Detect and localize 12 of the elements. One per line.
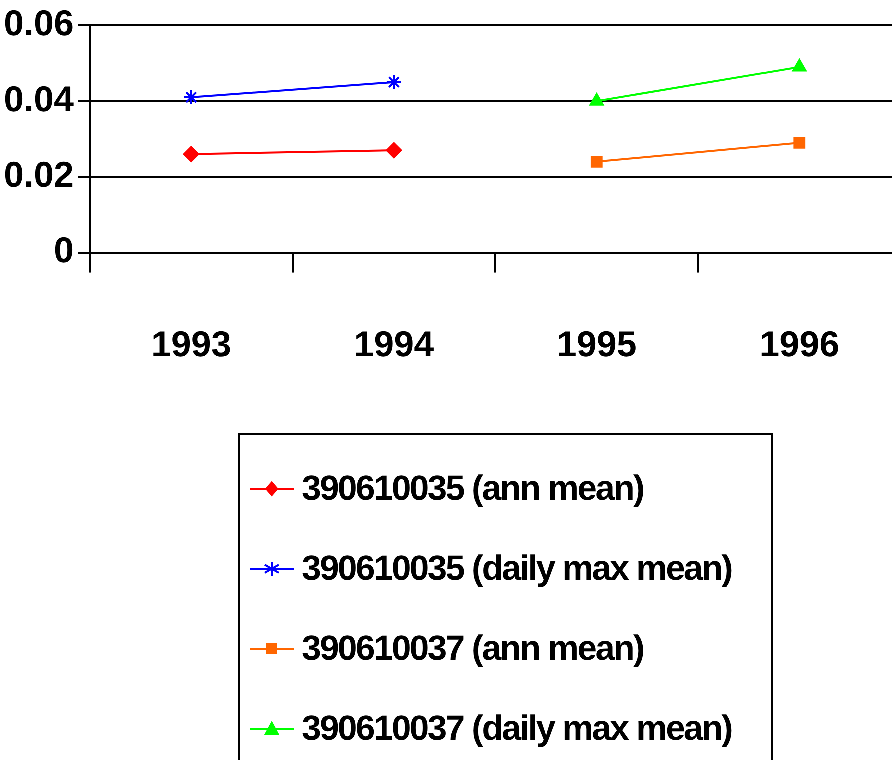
legend-label: 390610035 (ann mean) [302, 469, 644, 509]
x-tick-label: 1996 [760, 323, 840, 364]
legend-label: 390610035 (daily max mean) [302, 549, 732, 589]
x-tick-label: 1994 [354, 323, 434, 364]
x-tick-label: 1995 [556, 323, 637, 364]
y-tick-label: 0.02 [4, 154, 74, 195]
x-tick-label: 1993 [151, 323, 232, 364]
y-tick-label: 0.06 [4, 2, 74, 44]
legend-label: 390610037 (ann mean) [302, 629, 644, 669]
y-tick-label: 0 [54, 230, 74, 271]
y-tick-label: 0.04 [4, 78, 74, 120]
legend-label: 390610037 (daily max mean) [302, 709, 732, 749]
